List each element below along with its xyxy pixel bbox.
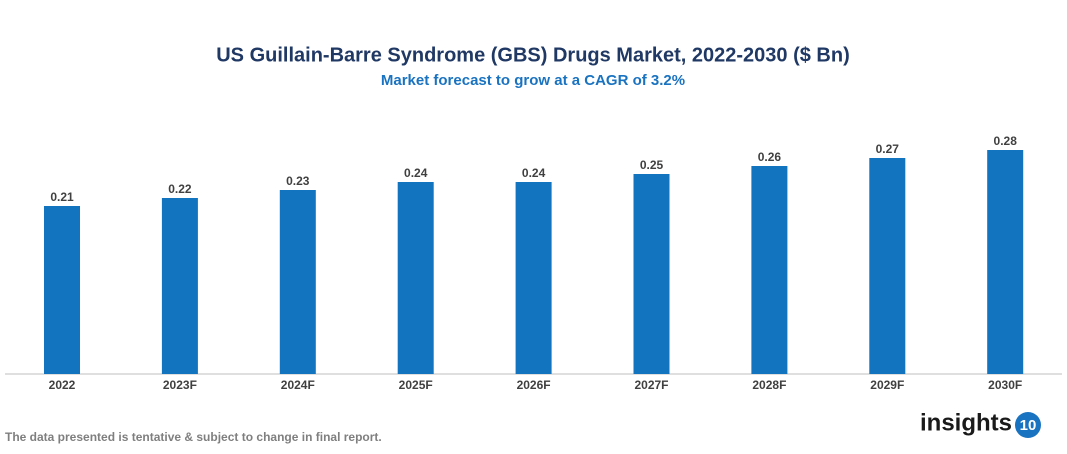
bar — [44, 206, 80, 374]
chart-subtitle: Market forecast to grow at a CAGR of 3.2… — [381, 72, 685, 89]
data-label: 0.27 — [876, 142, 900, 156]
x-tick-label: 2029F — [870, 378, 904, 392]
x-tick-label: 2024F — [281, 378, 315, 392]
data-label: 0.28 — [994, 134, 1018, 148]
x-tick-label: 2030F — [988, 378, 1022, 392]
data-label: 0.24 — [522, 166, 546, 180]
bar — [161, 198, 198, 374]
x-tick-label: 2026F — [517, 378, 551, 392]
chart-title: US Guillain-Barre Syndrome (GBS) Drugs M… — [216, 44, 850, 66]
x-tick-label: 2027F — [634, 378, 668, 392]
bar — [397, 182, 434, 374]
bar — [279, 190, 316, 374]
x-tick-label: 2023F — [163, 378, 197, 392]
data-label: 0.24 — [404, 166, 428, 180]
footnote: The data presented is tentative & subjec… — [5, 430, 382, 444]
bar — [987, 150, 1024, 374]
data-label: 0.22 — [168, 182, 192, 196]
data-label: 0.26 — [758, 150, 782, 164]
data-label: 0.25 — [640, 158, 664, 172]
data-label: 0.23 — [286, 174, 310, 188]
logo-text: insights — [920, 409, 1012, 436]
data-label: 0.21 — [50, 190, 74, 204]
bar — [751, 166, 788, 374]
x-tick-label: 2028F — [752, 378, 786, 392]
logo-badge — [1015, 412, 1041, 438]
logo-badge-text: 10 — [1020, 417, 1037, 434]
bar — [633, 174, 670, 374]
bar — [869, 158, 906, 374]
x-tick-label: 2025F — [399, 378, 433, 392]
x-tick-label: 2022 — [49, 378, 76, 392]
bar — [515, 182, 552, 374]
